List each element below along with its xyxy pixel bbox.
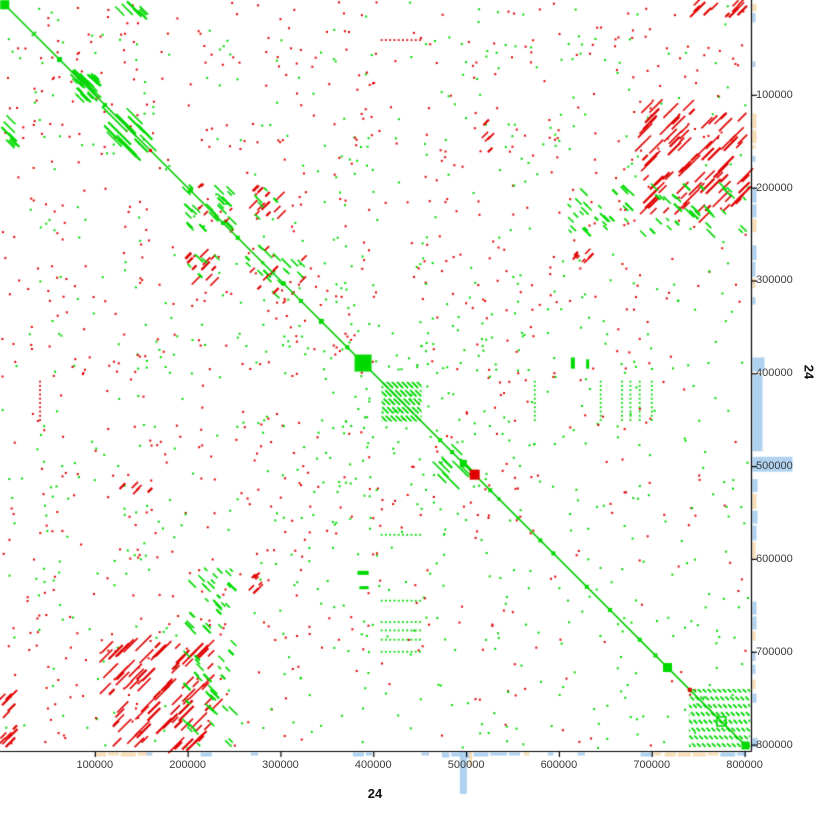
x-tick-label: 500000 <box>447 759 485 771</box>
y-tick-label: 300000 <box>756 274 793 287</box>
y-tick-label: 400000 <box>756 367 793 380</box>
x-tick-label: 100000 <box>76 759 114 771</box>
x-tick-label: 200000 <box>169 759 206 771</box>
x-axis-title: 24 <box>367 786 383 801</box>
y-tick-label: 700000 <box>756 645 793 658</box>
y-tick-label: 500000 <box>756 460 793 473</box>
y-axis-title: 24 <box>801 364 817 380</box>
x-tick-label: 400000 <box>354 759 392 771</box>
x-tick-label: 300000 <box>262 759 299 771</box>
y-tick-label: 100000 <box>756 88 793 101</box>
y-tick-label: 600000 <box>756 552 793 565</box>
y-tick-label: 200000 <box>756 181 793 194</box>
x-tick-label: 700000 <box>633 759 671 771</box>
y-tick-label: 800000 <box>756 738 793 751</box>
x-tick-label: 600000 <box>540 759 578 771</box>
x-tick-label: 800000 <box>726 759 763 771</box>
